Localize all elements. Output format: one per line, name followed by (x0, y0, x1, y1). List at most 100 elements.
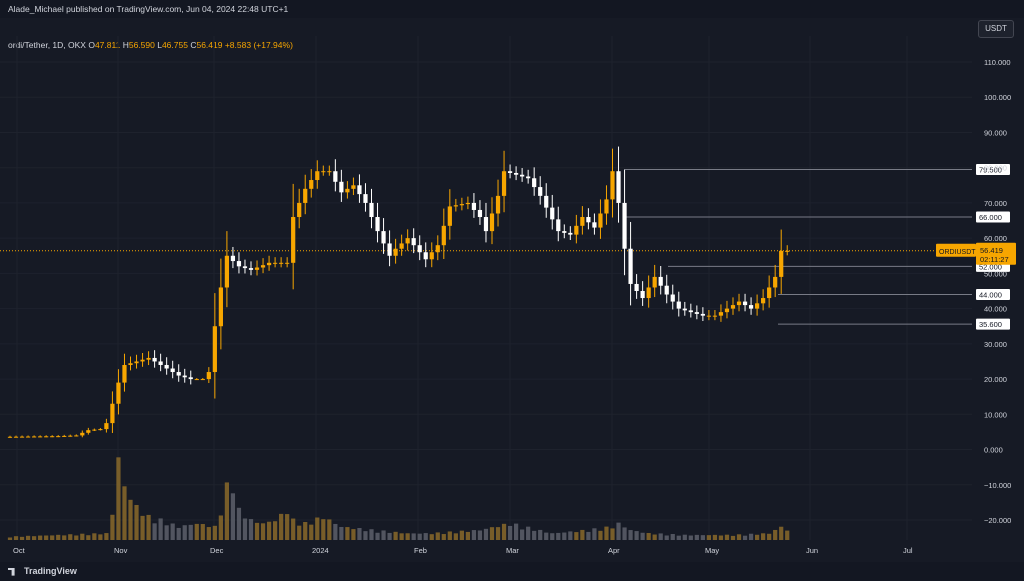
x-tick-label: Dec (210, 546, 224, 555)
publisher-bar: Alade_Michael published on TradingView.c… (0, 0, 1024, 18)
low-label: L (157, 40, 162, 50)
candle-body (423, 252, 428, 260)
volume-bar (158, 518, 163, 540)
candle-body (19, 436, 25, 438)
candle-body (453, 205, 458, 207)
volume-bar (357, 527, 362, 540)
symbol-name[interactable]: ordi/Tether, 1D, OKX (8, 40, 86, 50)
candle-body (152, 357, 157, 362)
volume-bar (640, 532, 645, 540)
candlestick-chart[interactable]: 79.500 66.000 52.000 44.000 35.600 110.000 100… (0, 0, 1024, 562)
y-tick-label: 0.000 (984, 446, 1003, 455)
x-tick-label: Nov (114, 546, 128, 555)
candle-body (321, 171, 326, 173)
volume-bar (399, 533, 404, 540)
candle-body (339, 181, 344, 193)
candle-body (363, 194, 368, 203)
y-tick-label: −20.000 (984, 516, 1011, 525)
candle-body (266, 262, 272, 266)
currency-button[interactable]: USDT (978, 20, 1014, 38)
candle-body (98, 429, 103, 431)
volume-bar (248, 519, 254, 540)
volume-bar (236, 507, 242, 540)
volume-bar (411, 533, 416, 540)
candle-body (513, 172, 519, 175)
volume-bar (369, 529, 374, 540)
candle-body (206, 372, 211, 380)
candle-body (471, 202, 477, 210)
volume-bar (188, 524, 193, 540)
symbol-badge-bg (936, 243, 976, 257)
last-price-value: 56.419 (980, 246, 1003, 255)
volume-bar (272, 521, 278, 540)
volume-bar (688, 535, 693, 540)
candle-body (441, 225, 446, 246)
volume-bar (68, 534, 73, 540)
volume-bar (230, 493, 236, 540)
candle-body (68, 435, 73, 437)
candle-body (417, 245, 422, 253)
volume-bar (363, 531, 368, 540)
y-tick-label: 90.000 (984, 128, 1007, 137)
volume-bar (74, 535, 79, 540)
volume-bar (152, 523, 157, 540)
y-tick-label: −10.000 (984, 481, 1011, 490)
level-label-3: 44.000 (979, 291, 1002, 300)
last-price-countdown: 02:11:27 (980, 255, 1009, 264)
volume-bar (164, 525, 169, 540)
volume-bar (194, 523, 199, 540)
y-tick-label: 100.000 (984, 93, 1011, 102)
volume-bar (754, 534, 760, 540)
candle-body (224, 255, 230, 288)
candle-body (13, 436, 19, 438)
candle-body (254, 267, 260, 270)
chart-panel[interactable]: ordi/Tether, 1D, OKX O47.811 H56.590 L46… (0, 18, 1024, 562)
volume-bar (242, 518, 248, 540)
volume-bar (417, 533, 422, 540)
candle-body (447, 206, 452, 226)
volume-bar (748, 533, 754, 540)
candle-body (315, 171, 320, 181)
volume-bar (176, 527, 181, 540)
volume-bar (44, 535, 49, 540)
volume-bar (598, 530, 603, 540)
low-value: 46.755 (161, 40, 188, 50)
candle-body (640, 291, 645, 299)
candle-body (736, 301, 742, 306)
candle-body (501, 171, 507, 196)
candle-body (628, 248, 633, 284)
candle-body (435, 245, 440, 253)
volume-bar (254, 522, 260, 540)
candle-body (7, 436, 13, 438)
candle-body (616, 171, 621, 203)
candle-body (405, 238, 410, 244)
volume-bar (730, 535, 736, 540)
volume-bar (483, 528, 489, 540)
volume-bar (477, 530, 483, 540)
ohlc-legend: ordi/Tether, 1D, OKX O47.811 H56.590 L46… (8, 40, 293, 50)
volume-bar (532, 530, 537, 540)
candle-body (291, 217, 296, 263)
y-tick-label: 70.000 (984, 199, 1007, 208)
candle-body (489, 213, 495, 232)
volume-bar (62, 535, 67, 540)
candle-body (309, 180, 314, 189)
candle-body (62, 435, 67, 437)
open-label: O (88, 40, 95, 50)
candle-body (248, 268, 254, 270)
volume-bar (550, 533, 555, 540)
candle-body (236, 261, 242, 267)
candle-body (773, 276, 778, 288)
candle-body (483, 217, 489, 232)
volume-bar (224, 482, 230, 540)
volume-bar (206, 527, 211, 540)
volume-bar (628, 530, 633, 540)
high-value: 56.590 (128, 40, 155, 50)
candle-body (562, 231, 567, 233)
tradingview-logo[interactable]: TradingView (8, 566, 77, 576)
candle-body (128, 363, 133, 365)
volume-bar (513, 523, 519, 540)
candle-body (550, 207, 555, 220)
level-label-0: 79.500 (979, 165, 1002, 174)
volume-bar (31, 536, 37, 540)
